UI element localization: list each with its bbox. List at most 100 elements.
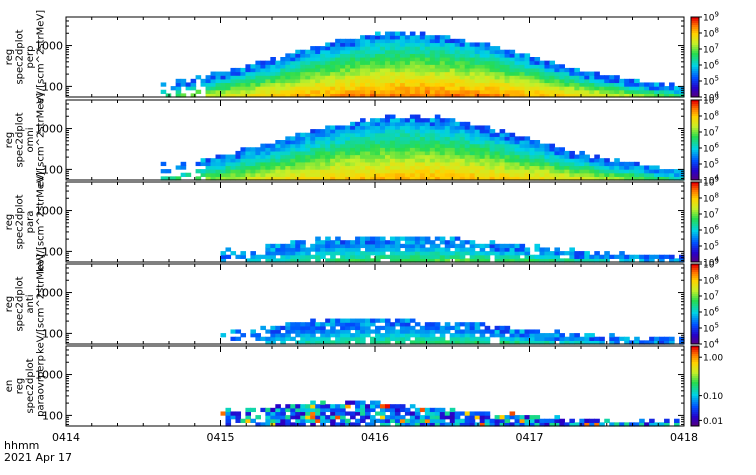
heat-cell bbox=[519, 258, 526, 263]
heat-cell bbox=[265, 161, 271, 167]
heat-cell bbox=[474, 67, 481, 73]
heat-cell bbox=[479, 136, 486, 141]
heat-cell bbox=[370, 46, 376, 51]
heat-cell bbox=[320, 172, 326, 177]
heat-cell bbox=[305, 143, 311, 148]
colorbar-segment bbox=[691, 402, 699, 405]
heat-cell bbox=[439, 240, 446, 245]
heat-cell bbox=[519, 93, 526, 98]
heat-cell bbox=[270, 251, 276, 256]
heat-cell bbox=[439, 150, 446, 156]
heat-cell bbox=[504, 258, 511, 263]
heat-cell bbox=[649, 165, 655, 170]
heat-cell bbox=[544, 158, 551, 163]
heat-cell bbox=[379, 161, 386, 167]
heat-cell bbox=[320, 333, 326, 338]
heat-cell bbox=[589, 89, 595, 94]
heat-cell bbox=[245, 258, 251, 263]
heat-cell bbox=[245, 161, 251, 167]
heat-cell bbox=[310, 140, 316, 145]
heat-cell bbox=[389, 411, 396, 416]
heat-cell bbox=[295, 71, 301, 76]
heat-cell bbox=[375, 78, 381, 84]
heat-cell bbox=[379, 143, 386, 148]
heat-cell bbox=[345, 86, 351, 91]
heat-cell bbox=[389, 147, 396, 152]
heat-cell bbox=[325, 82, 331, 87]
colorbar-segment bbox=[691, 49, 699, 52]
heat-cell bbox=[375, 161, 381, 167]
heat-cell bbox=[464, 251, 471, 256]
heat-cell bbox=[220, 154, 227, 159]
heat-cell bbox=[340, 132, 346, 137]
heat-cell bbox=[429, 418, 436, 423]
heat-cell bbox=[360, 125, 366, 130]
heat-cell bbox=[479, 147, 486, 152]
heat-cell bbox=[285, 161, 291, 167]
heat-cell bbox=[489, 136, 496, 141]
heat-cell bbox=[180, 172, 187, 177]
colorbar-frame bbox=[690, 181, 700, 263]
heat-cell bbox=[255, 64, 261, 69]
heat-cell bbox=[394, 71, 401, 76]
heat-cell bbox=[644, 89, 650, 94]
heat-cell bbox=[290, 140, 296, 145]
heat-cell bbox=[370, 172, 376, 177]
heat-cell bbox=[534, 78, 541, 84]
heat-cell bbox=[365, 240, 371, 245]
heat-cell bbox=[379, 404, 386, 409]
heat-cell bbox=[499, 247, 506, 252]
heat-cell bbox=[360, 140, 366, 145]
heat-cell bbox=[429, 118, 436, 123]
heat-cell bbox=[454, 38, 461, 44]
heat-cell bbox=[519, 165, 526, 170]
heat-cell bbox=[419, 67, 426, 73]
heat-cell bbox=[434, 258, 441, 263]
y-label-line: eV/[scm^2strMeV] bbox=[36, 10, 47, 104]
heat-cell bbox=[220, 254, 227, 259]
heat-cell bbox=[255, 415, 261, 420]
colorbar-segment bbox=[691, 214, 699, 217]
heat-cell bbox=[454, 93, 461, 98]
heat-cell bbox=[539, 64, 546, 69]
heat-cell bbox=[519, 89, 526, 94]
heat-cell bbox=[479, 143, 486, 148]
colorbar-segment bbox=[691, 45, 699, 48]
heat-cell bbox=[464, 340, 471, 345]
heat-cell bbox=[524, 154, 531, 159]
heat-cell bbox=[469, 172, 476, 177]
heat-cell bbox=[350, 132, 356, 137]
heat-cell bbox=[389, 161, 396, 167]
heat-cell bbox=[384, 64, 391, 69]
heat-cell bbox=[669, 254, 675, 259]
heat-cell bbox=[424, 121, 431, 127]
heat-cell bbox=[544, 78, 551, 84]
heat-cell bbox=[639, 418, 645, 423]
heat-cell bbox=[330, 247, 336, 252]
heat-cell bbox=[370, 64, 376, 69]
heat-cell bbox=[310, 57, 316, 62]
heat-cell bbox=[484, 254, 491, 259]
heat-cell bbox=[190, 86, 197, 91]
colorbar-segment bbox=[691, 53, 699, 56]
heat-cell bbox=[360, 322, 366, 327]
heat-cell bbox=[205, 86, 212, 91]
heat-cell bbox=[320, 132, 326, 137]
heat-cell bbox=[444, 243, 451, 249]
heat-cell bbox=[225, 418, 232, 423]
heat-cell bbox=[474, 329, 481, 334]
heat-cell bbox=[340, 325, 346, 331]
heat-cell bbox=[384, 169, 391, 174]
heat-cell bbox=[394, 176, 401, 181]
heat-cell bbox=[569, 251, 575, 256]
heat-cell bbox=[524, 78, 531, 84]
heat-cell bbox=[674, 422, 680, 427]
heat-cell bbox=[260, 93, 266, 98]
heat-cell bbox=[524, 254, 531, 259]
heat-cell bbox=[270, 67, 276, 73]
heat-cell bbox=[654, 254, 660, 259]
heat-cell bbox=[230, 415, 237, 420]
heat-cell bbox=[504, 161, 511, 167]
heat-cell bbox=[524, 329, 531, 334]
heat-cell bbox=[504, 82, 511, 87]
